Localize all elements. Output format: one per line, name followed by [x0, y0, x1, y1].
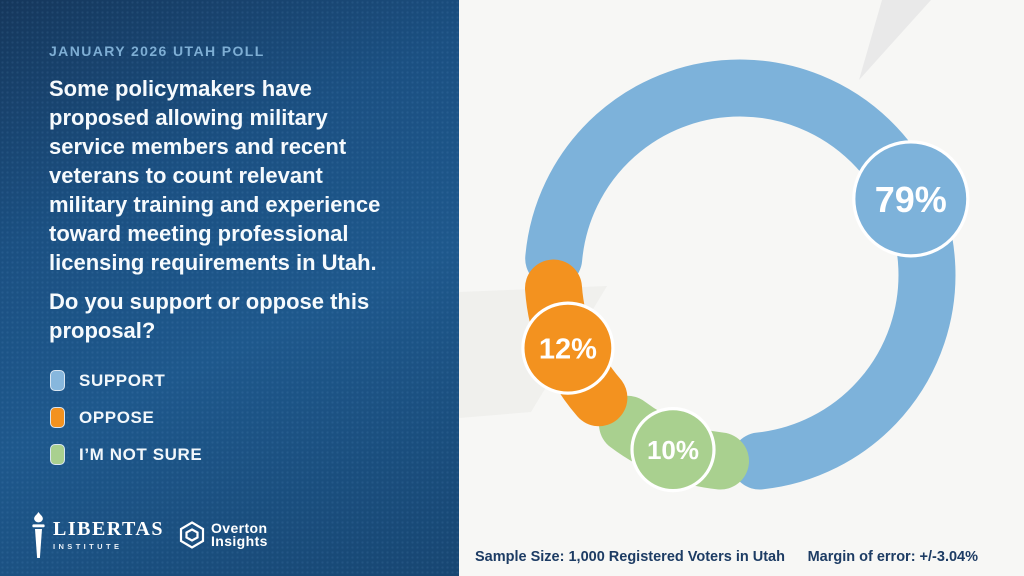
libertas-institute-logo: LIBERTAS INSTITUTE: [30, 512, 164, 558]
background-wedge-top: [859, 0, 931, 80]
value-badge-support: [852, 140, 970, 258]
value-badge-oppose: [521, 301, 615, 395]
value-label-not-sure: 10%: [647, 435, 699, 465]
legend-label-support: SUPPORT: [79, 370, 166, 390]
chart-legend: SUPPORT OPPOSE I’M NOT SURE: [50, 370, 202, 465]
margin-of-error-note: Margin of error: +/-3.04%: [807, 549, 978, 565]
legend-label-not-sure: I’M NOT SURE: [79, 444, 203, 464]
donut-chart: 79% 12% 10%: [459, 0, 970, 493]
poll-followup-question: Do you support or oppose this proposal?: [49, 289, 370, 343]
overton-insights-logo: Overton Insights: [179, 521, 268, 549]
legend-label-oppose: OPPOSE: [79, 407, 155, 427]
value-badge-not-sure: [630, 407, 716, 493]
value-label-oppose: 12%: [539, 334, 597, 366]
libertas-wordmark: LIBERTAS: [53, 518, 164, 540]
poll-eyebrow: JANUARY 2026 UTAH POLL: [49, 43, 265, 59]
brand-logos: LIBERTAS INSTITUTE Overton Insights: [30, 512, 268, 558]
chart-footer: Sample Size: 1,000 Registered Voters in …: [475, 549, 978, 565]
chart-panel: 79% 12% 10% Sample Size: 1,000 Registered …: [459, 0, 1024, 576]
legend-item-not-sure: I’M NOT SURE: [50, 444, 202, 465]
legend-item-support: SUPPORT: [50, 370, 202, 391]
legend-swatch-oppose: [50, 407, 65, 428]
sample-size-note: Sample Size: 1,000 Registered Voters in …: [475, 549, 785, 565]
hexagon-icon: [179, 521, 205, 549]
libertas-subtitle: INSTITUTE: [53, 542, 123, 551]
legend-item-oppose: OPPOSE: [50, 407, 202, 428]
donut-segment-support: [525, 59, 956, 490]
overton-wordmark-line1: Overton: [210, 520, 268, 536]
value-label-support: 79%: [875, 179, 947, 220]
left-panel: JANUARY 2026 UTAH POLL Some policymakers…: [0, 0, 459, 576]
torch-icon: [32, 512, 45, 558]
poll-question: Some policymakers have proposed allowing…: [49, 76, 381, 275]
legend-swatch-support: [50, 370, 65, 391]
legend-swatch-not-sure: [50, 444, 65, 465]
overton-wordmark-line2: Insights: [210, 533, 268, 549]
